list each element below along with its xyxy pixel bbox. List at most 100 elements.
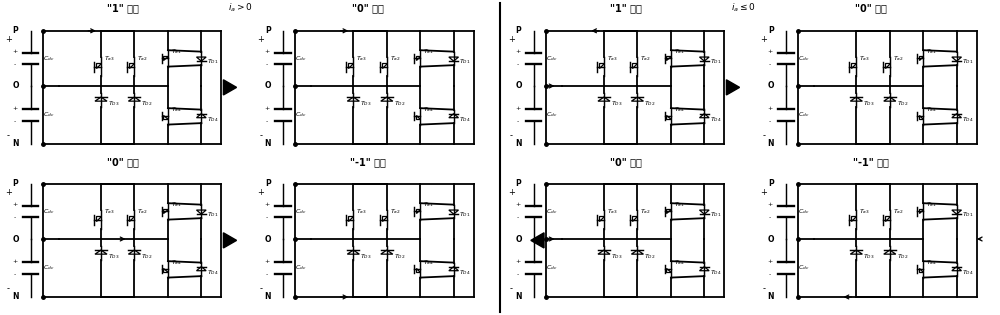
Text: P: P bbox=[516, 26, 521, 35]
Polygon shape bbox=[632, 216, 637, 221]
Polygon shape bbox=[666, 55, 671, 60]
Polygon shape bbox=[163, 209, 168, 213]
Text: $T_{a2}$: $T_{a2}$ bbox=[640, 208, 651, 216]
Text: $T_{D4}$: $T_{D4}$ bbox=[459, 115, 471, 124]
Polygon shape bbox=[223, 80, 237, 95]
Text: -: - bbox=[510, 284, 513, 293]
Text: -: - bbox=[14, 215, 16, 220]
Text: $T_{D4}$: $T_{D4}$ bbox=[962, 268, 974, 277]
Polygon shape bbox=[416, 268, 420, 272]
Text: $T_{D4}$: $T_{D4}$ bbox=[459, 268, 471, 277]
Polygon shape bbox=[952, 57, 961, 61]
Text: $T_{a3}$: $T_{a3}$ bbox=[356, 54, 367, 63]
Text: $C_{dc}$: $C_{dc}$ bbox=[798, 264, 810, 272]
Polygon shape bbox=[197, 57, 206, 61]
Text: $T_{a1}$: $T_{a1}$ bbox=[171, 47, 181, 56]
Text: $T_{a3}$: $T_{a3}$ bbox=[859, 54, 870, 63]
Text: $T_{a2}$: $T_{a2}$ bbox=[893, 54, 904, 63]
Text: $T_{D2}$: $T_{D2}$ bbox=[394, 99, 405, 108]
Text: $T_{D2}$: $T_{D2}$ bbox=[141, 99, 153, 108]
Text: P: P bbox=[768, 179, 774, 188]
Text: $T_{D1}$: $T_{D1}$ bbox=[710, 57, 721, 66]
Text: -: - bbox=[259, 284, 262, 293]
Polygon shape bbox=[531, 233, 544, 248]
Text: -: - bbox=[266, 62, 268, 67]
Text: N: N bbox=[768, 292, 774, 301]
Text: $C_{dc}$: $C_{dc}$ bbox=[43, 54, 55, 63]
Text: "0" 状态: "0" 状态 bbox=[352, 3, 383, 13]
Text: -: - bbox=[762, 284, 765, 293]
Text: -: - bbox=[7, 131, 10, 140]
Polygon shape bbox=[884, 97, 896, 101]
Text: $C_{dc}$: $C_{dc}$ bbox=[546, 111, 558, 119]
Text: $T_{a1}$: $T_{a1}$ bbox=[926, 200, 937, 209]
Polygon shape bbox=[726, 80, 740, 95]
Polygon shape bbox=[851, 216, 856, 221]
Text: $T_{D3}$: $T_{D3}$ bbox=[360, 252, 372, 261]
Text: -: - bbox=[266, 215, 268, 220]
Text: $C_{dc}$: $C_{dc}$ bbox=[295, 264, 307, 272]
Polygon shape bbox=[128, 250, 140, 254]
Polygon shape bbox=[919, 55, 923, 60]
Text: O: O bbox=[12, 82, 19, 90]
Text: $C_{dc}$: $C_{dc}$ bbox=[43, 111, 55, 119]
Text: $T_{D3}$: $T_{D3}$ bbox=[611, 252, 623, 261]
Text: +: + bbox=[257, 35, 264, 43]
Polygon shape bbox=[348, 63, 353, 68]
Text: +: + bbox=[12, 259, 18, 264]
Text: $T_{D1}$: $T_{D1}$ bbox=[459, 57, 471, 66]
Text: +: + bbox=[760, 35, 767, 43]
Text: "-1" 状态: "-1" 状态 bbox=[853, 157, 888, 167]
Text: "0" 状态: "0" 状态 bbox=[107, 157, 138, 167]
Polygon shape bbox=[416, 55, 420, 60]
Text: +: + bbox=[265, 202, 270, 207]
Text: -: - bbox=[769, 272, 771, 278]
Polygon shape bbox=[96, 63, 101, 68]
Polygon shape bbox=[631, 97, 643, 101]
Text: $C_{dc}$: $C_{dc}$ bbox=[546, 54, 558, 63]
Text: $i_a > 0$: $i_a > 0$ bbox=[228, 2, 252, 14]
Polygon shape bbox=[919, 115, 923, 119]
Polygon shape bbox=[381, 250, 393, 254]
Text: $T_{D1}$: $T_{D1}$ bbox=[207, 210, 218, 219]
Text: $T_{D2}$: $T_{D2}$ bbox=[644, 99, 656, 108]
Polygon shape bbox=[919, 268, 923, 272]
Text: -: - bbox=[266, 119, 268, 124]
Text: $T_{a1}$: $T_{a1}$ bbox=[674, 200, 684, 209]
Text: +: + bbox=[265, 259, 270, 264]
Text: +: + bbox=[515, 259, 521, 264]
Text: $T_{D3}$: $T_{D3}$ bbox=[108, 99, 120, 108]
Text: $T_{D2}$: $T_{D2}$ bbox=[644, 252, 656, 261]
Polygon shape bbox=[348, 216, 353, 221]
Text: $T_{a1}$: $T_{a1}$ bbox=[171, 200, 181, 209]
Text: P: P bbox=[265, 179, 271, 188]
Polygon shape bbox=[599, 63, 604, 68]
Text: -: - bbox=[14, 272, 16, 278]
Polygon shape bbox=[381, 97, 393, 101]
Polygon shape bbox=[449, 57, 458, 61]
Text: $T_{a4}$: $T_{a4}$ bbox=[674, 258, 685, 267]
Text: $T_{a1}$: $T_{a1}$ bbox=[674, 47, 684, 56]
Text: "0" 状态: "0" 状态 bbox=[855, 3, 886, 13]
Polygon shape bbox=[449, 210, 458, 214]
Text: -: - bbox=[769, 215, 771, 220]
Text: O: O bbox=[265, 234, 271, 243]
Text: $C_{dc}$: $C_{dc}$ bbox=[546, 207, 558, 216]
Polygon shape bbox=[449, 114, 458, 118]
Polygon shape bbox=[598, 97, 610, 101]
Text: $T_{a1}$: $T_{a1}$ bbox=[926, 47, 937, 56]
Polygon shape bbox=[128, 97, 140, 101]
Text: $T_{D2}$: $T_{D2}$ bbox=[897, 99, 908, 108]
Polygon shape bbox=[952, 267, 961, 271]
Polygon shape bbox=[416, 209, 420, 213]
Text: $T_{D2}$: $T_{D2}$ bbox=[141, 252, 153, 261]
Polygon shape bbox=[95, 97, 107, 101]
Text: $T_{a2}$: $T_{a2}$ bbox=[390, 208, 401, 216]
Polygon shape bbox=[382, 216, 387, 221]
Text: $T_{D4}$: $T_{D4}$ bbox=[207, 268, 219, 277]
Text: +: + bbox=[768, 106, 773, 111]
Polygon shape bbox=[197, 210, 206, 214]
Text: $T_{D3}$: $T_{D3}$ bbox=[108, 252, 120, 261]
Text: +: + bbox=[515, 49, 521, 54]
Polygon shape bbox=[885, 63, 890, 68]
